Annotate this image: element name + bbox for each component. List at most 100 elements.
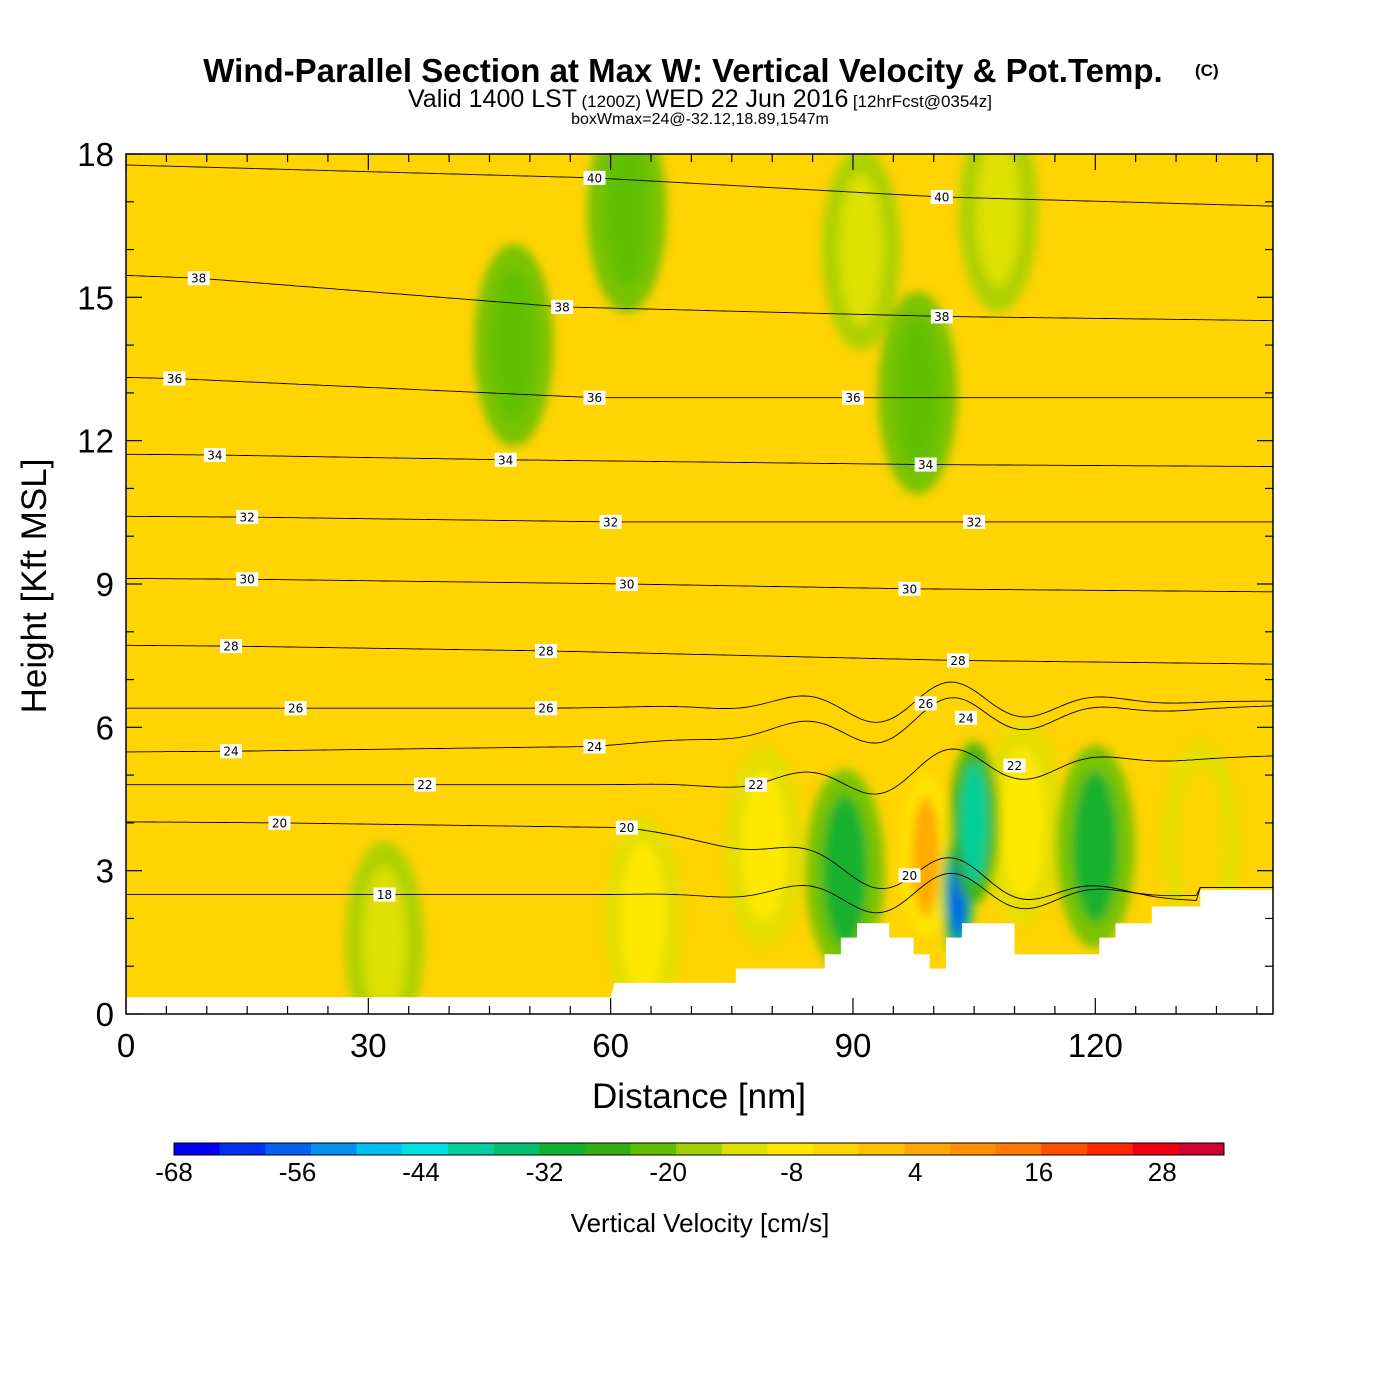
colorbar-swatch — [447, 1143, 494, 1155]
theta-contour-line — [126, 821, 1273, 901]
colorbar-tick-label: 16 — [1024, 1157, 1053, 1187]
contour-label-bg — [946, 653, 969, 668]
contour-label-bg — [583, 390, 606, 405]
contour-label-text: 38 — [934, 310, 949, 324]
theta-contour-label: 38 — [551, 299, 574, 314]
colorbar-swatch — [1178, 1143, 1225, 1155]
contour-label-text: 28 — [950, 654, 965, 668]
contour-label-bg — [930, 190, 953, 204]
contour-label-bg — [963, 514, 986, 529]
contour-label-bg — [236, 510, 259, 525]
contour-label-bg — [898, 581, 921, 596]
box-note: boxWmax=24@-32.12,18.89,1547m — [571, 111, 829, 128]
contour-label-bg — [583, 170, 606, 185]
theta-contour-label: 20 — [615, 820, 638, 835]
theta-contour-label: 28 — [535, 643, 558, 658]
theta-contour-label: 18 — [373, 887, 396, 902]
downdraft-core — [960, 762, 989, 883]
subtitle-forecast: [12hrFcst@0354z] — [853, 92, 992, 111]
colorbar-tick-label: 28 — [1148, 1157, 1177, 1187]
colorbar-swatch — [219, 1143, 266, 1155]
contour-label-text: 22 — [748, 778, 763, 792]
contour-label-bg — [203, 448, 226, 462]
theta-contour-line — [126, 644, 1273, 665]
theta-contour-label: 26 — [284, 701, 307, 716]
theta-contour-line — [126, 164, 1273, 207]
theta-contour-label: 22 — [413, 777, 436, 792]
contour-label-bg — [914, 457, 937, 472]
theta-contour-label: 24 — [583, 739, 606, 754]
contour-label-bg — [551, 299, 574, 314]
colorbar-swatch — [356, 1143, 403, 1155]
colorbar-title: Vertical Velocity [cm/s] — [571, 1208, 830, 1238]
chart-subtitle: Valid 1400 LST (1200Z) WED 22 Jun 2016 [… — [408, 85, 992, 113]
contour-label-text: 26 — [918, 697, 933, 711]
theta-contour-label: 34 — [203, 448, 226, 463]
colorbar: -68 -56 -44 -32 -20 -8 4 16 28 — [155, 1142, 1225, 1187]
downdraft-core — [895, 317, 940, 468]
colorbar-swatch — [858, 1143, 905, 1155]
downdraft-core — [604, 154, 649, 287]
contour-label-text: 30 — [240, 573, 255, 587]
colorbar-swatch — [995, 1143, 1042, 1155]
chart-title: Wind-Parallel Section at Max W: Vertical… — [203, 52, 1162, 89]
theta-contour-label: 34 — [914, 457, 937, 472]
contour-label-bg — [284, 701, 307, 716]
y-axis-label: Height [Kft MSL] — [15, 459, 54, 714]
theta-contours — [126, 164, 1273, 914]
theta-contour-label: 32 — [963, 514, 986, 529]
contour-label-bg — [268, 815, 291, 830]
colorbar-tick-label: 4 — [908, 1157, 922, 1187]
y-tick-label: 0 — [96, 996, 114, 1033]
theta-contour-line — [126, 681, 1273, 723]
colorbar-swatch — [950, 1143, 997, 1155]
theta-contour-label: 40 — [930, 190, 953, 205]
subtitle-date: WED 22 Jun 2016 — [646, 85, 849, 113]
contour-label-bg — [494, 452, 517, 467]
colorbar-swatch — [1132, 1143, 1179, 1155]
colorbar-tick-label: -32 — [526, 1157, 564, 1187]
colorbar-tick-label: -56 — [279, 1157, 317, 1187]
contour-label-bg — [220, 744, 243, 759]
theta-contour-label: 32 — [236, 510, 259, 525]
theta-contour-label: 30 — [236, 572, 259, 587]
contour-label-text: 24 — [587, 740, 602, 754]
updraft-core — [1178, 767, 1223, 917]
contour-label-text: 30 — [619, 578, 634, 592]
y-tick-label: 15 — [77, 279, 114, 316]
theta-contour-label: 38 — [930, 309, 953, 324]
contour-label-text: 18 — [377, 888, 392, 902]
contour-label-text: 36 — [167, 372, 182, 386]
theta-contour-label: 26 — [535, 701, 558, 716]
theta-contour-line — [126, 515, 1273, 523]
theta-contour-label: 22 — [1003, 758, 1026, 773]
theta-contour-label: 30 — [898, 581, 921, 596]
colorbar-swatch — [174, 1143, 220, 1155]
updraft-core — [742, 771, 787, 922]
contour-label-bg — [615, 577, 638, 591]
y-tick-label: 18 — [77, 136, 114, 173]
theta-contour-line — [126, 274, 1273, 322]
theta-contour-label: 36 — [841, 390, 864, 405]
x-tick-label: 30 — [350, 1027, 387, 1064]
contour-label-text: 36 — [587, 391, 602, 405]
updraft-core — [911, 796, 940, 917]
contour-label-bg — [930, 309, 953, 324]
colorbar-swatch — [402, 1143, 449, 1155]
contour-label-text: 24 — [958, 711, 973, 725]
colorbar-swatch — [1087, 1143, 1133, 1155]
theta-contour-label: 40 — [583, 170, 606, 185]
theta-contour-label: 24 — [220, 744, 243, 759]
y-tick-label: 9 — [96, 566, 114, 603]
theta-contour-line — [126, 872, 1273, 914]
contour-label-bg — [187, 271, 210, 286]
contour-label-bg — [236, 572, 259, 587]
contour-label-text: 24 — [223, 745, 238, 759]
contour-label-bg — [373, 887, 396, 902]
updraft-core — [976, 154, 1021, 287]
contour-label-bg — [955, 710, 978, 725]
colorbar-tick-label: -68 — [155, 1157, 193, 1187]
updraft-core — [839, 174, 884, 325]
theta-contour-label: 24 — [955, 710, 978, 725]
theta-contour-labels: 18 20 20 20 22 22 22 24 24 24 26 26 26 28 28 28 30 30 30 32… — [163, 170, 1026, 902]
